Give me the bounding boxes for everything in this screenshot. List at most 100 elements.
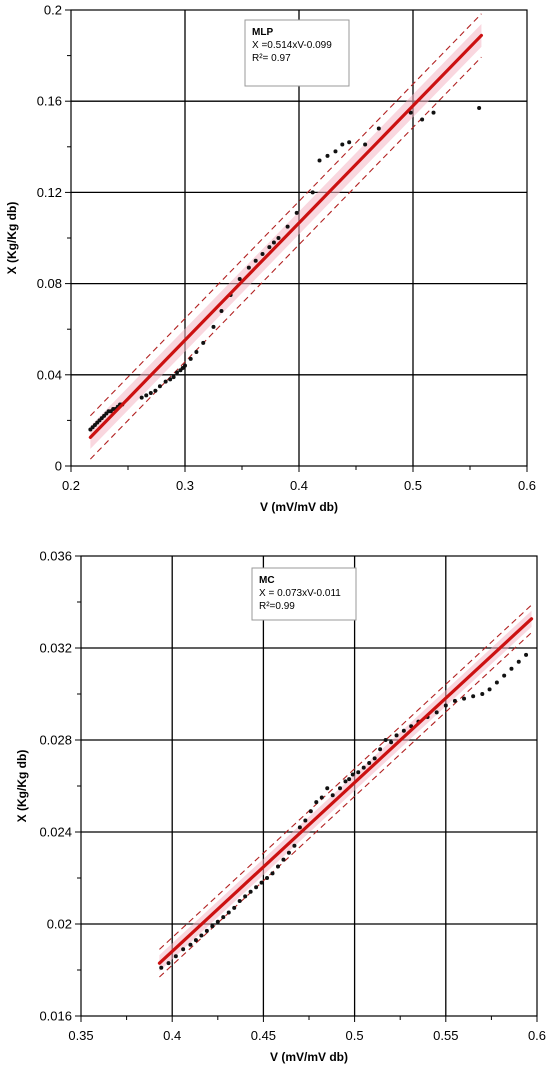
- data-point: [356, 770, 361, 775]
- data-point: [248, 889, 253, 894]
- data-point: [219, 308, 224, 313]
- data-point: [494, 680, 499, 685]
- y-tick-label: 0.2: [44, 3, 62, 18]
- data-point: [524, 652, 529, 657]
- data-point: [153, 388, 158, 393]
- y-tick-label: 0.02: [47, 917, 72, 932]
- x-tick-label: 0.4: [163, 1028, 181, 1043]
- legend-r-squared: R²=0.99: [259, 601, 295, 612]
- data-point: [188, 356, 193, 361]
- data-point: [210, 924, 215, 929]
- x-tick-label: 0.5: [346, 1028, 364, 1043]
- data-point: [350, 772, 355, 777]
- data-point: [509, 666, 514, 671]
- prediction-bound-line: [159, 604, 532, 950]
- data-point: [254, 885, 259, 890]
- data-point: [338, 786, 343, 791]
- data-point: [297, 825, 302, 830]
- grid-lines: [81, 556, 537, 1016]
- legend-frame: [251, 567, 357, 621]
- x-tick-label: 0.2: [62, 478, 80, 493]
- data-point: [148, 391, 153, 396]
- x-tick-label: 0.6: [518, 478, 536, 493]
- data-point: [310, 190, 315, 195]
- data-point: [144, 393, 149, 398]
- y-tick-label: 0.08: [37, 276, 62, 291]
- data-point: [173, 954, 178, 959]
- x-tick-labels: 0.2 0.3 0.4 0.5 0.6: [62, 478, 536, 493]
- fit-line-group: [88, 33, 483, 440]
- y-tick-label: 0.12: [37, 185, 62, 200]
- data-point: [267, 245, 272, 250]
- y-tick-labels: 0.016 0.02 0.024 0.028 0.032 0.036: [39, 549, 72, 1024]
- data-point: [408, 110, 413, 115]
- data-point: [480, 692, 485, 696]
- legend-frame: [244, 19, 350, 87]
- data-point: [347, 777, 352, 782]
- data-point: [237, 277, 242, 282]
- data-point: [183, 363, 187, 368]
- data-point: [367, 761, 372, 765]
- data-point: [194, 350, 199, 354]
- data-point: [308, 809, 313, 814]
- data-point: [340, 142, 345, 147]
- y-tick-label: 0.04: [37, 367, 62, 382]
- data-point: [443, 703, 448, 708]
- data-point: [431, 110, 436, 115]
- data-point: [516, 659, 521, 664]
- data-point: [502, 673, 507, 678]
- data-point: [394, 733, 399, 738]
- data-point: [286, 850, 291, 855]
- fit-line: [88, 33, 483, 440]
- data-point: [253, 258, 258, 263]
- data-point: [265, 876, 270, 880]
- legend-equation: X =0.514xV-0.099: [252, 40, 332, 51]
- x-tick-label: 0.35: [68, 1028, 93, 1043]
- x-tick-label: 0.6: [528, 1028, 546, 1043]
- data-point: [201, 340, 206, 345]
- data-point: [159, 965, 164, 970]
- data-point: [260, 251, 265, 256]
- y-tick-label: 0.024: [39, 825, 72, 840]
- minor-ticks: [65, 9, 528, 472]
- legend-equation: X = 0.073xV-0.011: [259, 588, 341, 599]
- x-axis-title: V (mV/mV db): [260, 500, 338, 514]
- x-tick-label: 0.45: [251, 1028, 276, 1043]
- data-point: [319, 795, 324, 800]
- data-point: [330, 793, 335, 798]
- data-point: [376, 126, 381, 131]
- data-point: [383, 738, 388, 742]
- data-point: [168, 377, 173, 382]
- data-point: [372, 756, 377, 761]
- x-tick-label: 0.55: [433, 1028, 458, 1043]
- data-point: [389, 740, 394, 745]
- data-point: [243, 894, 248, 899]
- y-tick-label: 0.016: [39, 1009, 72, 1024]
- data-point: [363, 142, 368, 147]
- data-point: [193, 938, 198, 943]
- y-axis-title: X (Kg/Kg db): [15, 750, 29, 823]
- data-point: [163, 379, 168, 384]
- data-point: [314, 800, 319, 805]
- data-point: [175, 370, 180, 375]
- legend-box: MC X = 0.073xV-0.011 R²=0.99: [251, 567, 357, 621]
- data-point: [292, 843, 297, 848]
- data-point: [420, 117, 425, 122]
- data-point: [343, 779, 348, 784]
- legend-box: MLP X =0.514xV-0.099 R²= 0.97: [244, 19, 350, 87]
- prediction-bound-line: [89, 56, 482, 460]
- fit-line-group: [157, 617, 534, 965]
- data-point: [232, 905, 237, 910]
- data-point: [401, 728, 406, 733]
- data-point: [333, 149, 338, 154]
- x-axis-title: V (mV/mV db): [270, 1050, 348, 1064]
- data-point: [139, 395, 144, 400]
- chart-mlp: 0.2 0.3 0.4 0.5 0.6 0 0.04 0.08 0.12 0.16 0.2 V (…: [5, 3, 536, 515]
- prediction-bound-line: [89, 13, 482, 417]
- data-point: [221, 915, 226, 920]
- y-tick-label: 0.028: [39, 733, 72, 748]
- legend-heading: MC: [259, 575, 275, 586]
- data-points: [88, 106, 482, 432]
- x-tick-label: 0.4: [290, 478, 308, 493]
- data-point: [171, 375, 176, 380]
